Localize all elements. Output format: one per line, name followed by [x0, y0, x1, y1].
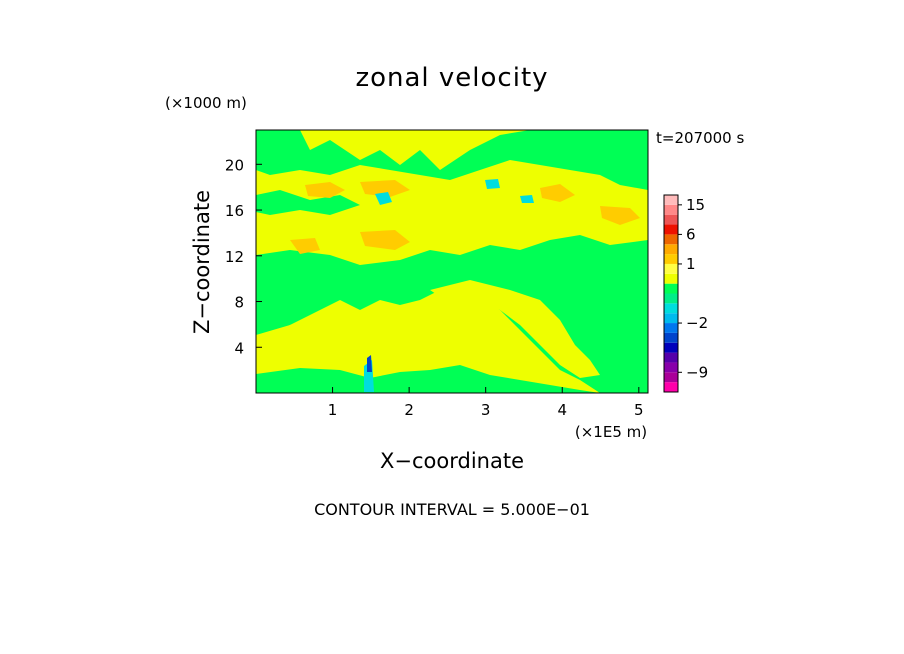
contour-interval-label: CONTOUR INTERVAL = 5.000E−01 [314, 500, 590, 519]
colorbar-swatch [664, 224, 678, 235]
y-tick-label: 8 [234, 294, 244, 312]
x-axis-title: X−coordinate [380, 449, 524, 473]
colorbar-swatch [664, 382, 678, 392]
colorbar-swatch [664, 303, 678, 314]
contour-band-orange [600, 206, 640, 225]
colorbar-swatch [664, 254, 678, 264]
y-unit-label: (×1000 m) [165, 94, 247, 112]
colorbar: 15 6 1 −2 −9 [663, 194, 708, 393]
colorbar-swatch [664, 204, 678, 215]
x-tick-label: 5 [634, 401, 644, 419]
colorbar-tick-label: 1 [686, 255, 696, 273]
y-tick-label: 20 [225, 156, 244, 174]
plot-frame [255, 129, 649, 394]
contour-band-blue [367, 355, 372, 372]
colorbar-swatch [664, 234, 678, 245]
time-label: t=207000 s [656, 129, 744, 147]
colorbar-swatch [664, 293, 678, 304]
colorbar-swatch [664, 214, 678, 225]
colorbar-swatch [664, 362, 678, 373]
colorbar-swatch [664, 342, 678, 353]
colorbar-frame [663, 194, 679, 393]
colorbar-swatch [664, 372, 678, 383]
contour-band-green [256, 190, 360, 215]
colorbar-tick-label: 15 [686, 196, 705, 214]
chart-title: zonal velocity [355, 63, 548, 93]
colorbar-swatch [664, 195, 678, 205]
x-tick-label: 2 [404, 401, 414, 419]
colorbar-tick-label: −2 [686, 314, 708, 332]
x-tick-label: 4 [557, 401, 567, 419]
contour-band-green [256, 365, 600, 393]
colorbar-swatch [664, 263, 678, 274]
y-axis: 4 8 12 16 20 [225, 156, 262, 357]
y-tick-label: 12 [225, 248, 244, 266]
colorbar-swatch [664, 283, 678, 294]
colorbar-swatch [664, 332, 678, 343]
colorbar-swatch [664, 352, 678, 363]
contour-band-orange [290, 238, 320, 254]
contour-band-orange [360, 180, 410, 197]
contour-band-green [256, 130, 648, 190]
x-tick-label: 1 [328, 401, 338, 419]
colorbar-tick-label: 6 [686, 225, 696, 243]
contour-band-yellow [430, 280, 600, 378]
contour-band-cyan [485, 179, 500, 189]
y-tick-label: 4 [234, 339, 244, 357]
y-axis-title: Z−coordinate [190, 190, 214, 334]
x-axis: 1 2 3 4 5 [328, 387, 644, 419]
contour-field [256, 130, 648, 393]
contour-band-yellow [256, 310, 420, 374]
contour-band-cyan [375, 192, 392, 205]
colorbar-swatch [664, 244, 678, 255]
contour-band-orange [360, 230, 410, 250]
x-unit-label: (×1E5 m) [575, 423, 647, 441]
colorbar-swatch [664, 273, 678, 284]
colorbar-swatch [664, 323, 678, 333]
colorbar-swatch [664, 313, 678, 324]
y-tick-label: 16 [225, 202, 244, 220]
contour-band-orange [305, 182, 345, 198]
contour-band-orange [540, 184, 575, 202]
colorbar-tick-label: −9 [686, 363, 708, 381]
x-tick-label: 3 [481, 401, 491, 419]
contour-band-cyan [520, 195, 534, 203]
